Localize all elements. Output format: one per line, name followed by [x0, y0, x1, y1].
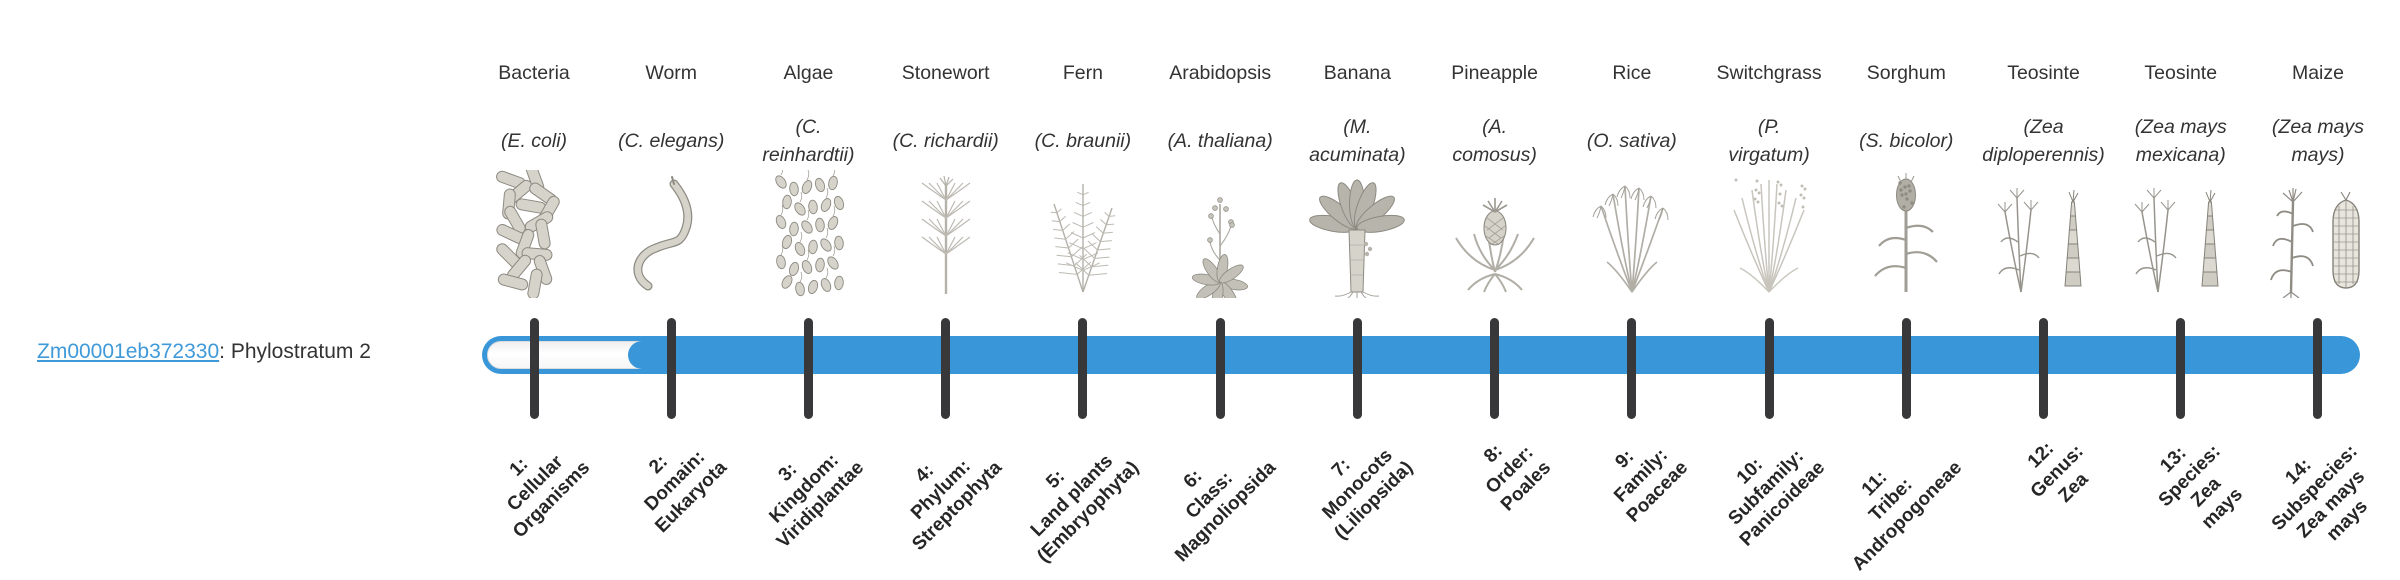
organism-common-name: Rice — [1612, 62, 1652, 84]
worm-organism-icon — [616, 170, 726, 298]
organism-scientific-name-line: (C. elegans) — [618, 130, 725, 152]
maize-organism-icon — [2263, 170, 2373, 298]
organism-scientific-name: (E. coli) — [439, 127, 629, 155]
organism-scientific-name: (P. virgatum) — [1674, 113, 1864, 169]
organism-common-name: Switchgrass — [1716, 62, 1822, 84]
phylostratum-label-7: 7: Monocots (Liliopsida) — [1298, 424, 1418, 544]
organism-scientific-name: (Zea mays mays) — [2223, 113, 2400, 169]
organism-common-name: Stonewort — [901, 62, 990, 84]
organism-scientific-name-line: (A. thaliana) — [1167, 130, 1273, 152]
organism-common-name: Teosinte — [2144, 62, 2218, 84]
gene-phylostratum-text: : Phylostratum 2 — [219, 340, 371, 363]
sorghum-organism-icon — [1851, 170, 1961, 298]
organism-scientific-name-line: mays) — [2291, 144, 2345, 166]
organism-common-name: Bacteria — [498, 62, 570, 84]
algae-organism-icon — [753, 170, 863, 298]
phylostratum-label-13: 13: Species: Zea mays — [2137, 424, 2257, 544]
phylostratum-tick-9 — [1627, 318, 1637, 419]
phylostratum-tick-6 — [1215, 318, 1225, 419]
phylostratum-label-11: 11: Tribe: Andropogoneae — [1815, 424, 1967, 576]
phylostratum-tick-10 — [1764, 318, 1774, 419]
organism-scientific-name: (O. sativa) — [1537, 127, 1727, 155]
phylostratum-tick-8 — [1490, 318, 1500, 419]
organism-common-name: Maize — [2291, 62, 2344, 84]
phylostratum-label-6: 6: Class: Magnoliopsida — [1138, 424, 1281, 567]
phylostratum-label-4: 4: Phylum: Streptophyta — [875, 424, 1007, 556]
organism-common-name: Arabidopsis — [1169, 62, 1272, 84]
organism-scientific-name-line: (P. — [1757, 116, 1781, 138]
gene-id-link[interactable]: Zm00001eb372330 — [37, 340, 220, 363]
pineapple-organism-icon — [1440, 170, 1550, 298]
phylostratum-tick-1 — [529, 318, 539, 419]
organism-scientific-name-line: acuminata) — [1309, 144, 1406, 166]
organism-scientific-name-line: diploperennis) — [1982, 144, 2105, 166]
phylostratum-label-10: 10: Subfamily: Panicoideae — [1703, 424, 1830, 551]
organism-scientific-name-line: comosus) — [1452, 144, 1537, 166]
bacteria-organism-icon — [479, 170, 589, 298]
teosinte-organism-icon — [2126, 170, 2236, 298]
organism-common-name: Fern — [1062, 62, 1103, 84]
gene-label: Zm00001eb372330: Phylostratum 2 — [37, 340, 371, 364]
organism-scientific-name-line: (A. — [1482, 116, 1508, 138]
organism-scientific-name: (Zea diploperennis) — [1949, 113, 2139, 169]
organism-common-name: Worm — [645, 62, 698, 84]
phylostratum-tick-7 — [1352, 318, 1362, 419]
phylostratum-label-line: Andropogoneae — [1848, 457, 1967, 576]
organism-scientific-name-line: (S. bicolor) — [1859, 130, 1954, 152]
organism-scientific-name-line: (C. richardii) — [892, 130, 999, 152]
organism-scientific-name-line: (O. sativa) — [1586, 130, 1677, 152]
organism-scientific-name-line: (C. — [795, 116, 822, 138]
stonewort-organism-icon — [891, 170, 1001, 298]
organism-common-name: Pineapple — [1451, 62, 1538, 84]
arabidopsis-organism-icon — [1165, 170, 1275, 298]
organism-common-name: Sorghum — [1866, 62, 1946, 84]
fern-organism-icon — [1028, 170, 1138, 298]
organism-scientific-name: (C. reinhardtii) — [713, 113, 903, 169]
organism-common-name: Algae — [783, 62, 834, 84]
phylostratum-label-2: 2: Domain: Eukaryota — [618, 424, 732, 538]
phylostratum-label-12: 12: Genus: Zea — [2009, 424, 2104, 519]
phylostratum-tick-11 — [1901, 318, 1911, 419]
organism-scientific-name-line: reinhardtii) — [762, 144, 855, 166]
unfilled-track — [487, 341, 656, 369]
organism-scientific-name: (A. thaliana) — [1125, 127, 1315, 155]
phylostratum-label-8: 8: Order: Poales — [1463, 424, 1555, 516]
organism-scientific-name-line: (E. coli) — [500, 130, 568, 152]
phylostratum-tick-5 — [1078, 318, 1088, 419]
organism-common-name: Banana — [1323, 62, 1391, 84]
phylostratum-tick-3 — [803, 318, 813, 419]
organism-scientific-name-line: (Zea mays — [2271, 116, 2365, 138]
organism-scientific-name-line: (Zea — [2023, 116, 2064, 138]
organism-scientific-name: (C. richardii) — [851, 127, 1041, 155]
organism-scientific-name-line: virgatum) — [1728, 144, 1810, 166]
phylostratum-label-9: 9: Family: Poaceae — [1589, 424, 1692, 527]
phylostratum-tick-14 — [2313, 318, 2323, 419]
organism-scientific-name-line: (C. braunii) — [1034, 130, 1132, 152]
banana-organism-icon — [1302, 170, 1412, 298]
organism-scientific-name-line: (M. — [1343, 116, 1372, 138]
organism-scientific-name: (C. braunii) — [988, 127, 1178, 155]
phylostratum-tick-13 — [2176, 318, 2186, 419]
organism-common-name: Teosinte — [2007, 62, 2080, 84]
organism-scientific-name-line: (Zea mays — [2134, 116, 2227, 138]
teosinte-organism-icon — [1989, 170, 2099, 298]
switchgrass-organism-icon — [1714, 170, 1824, 298]
organism-scientific-name: (M. acuminata) — [1262, 113, 1452, 169]
organism-scientific-name: (A. comosus) — [1400, 113, 1590, 169]
phylostratum-label-1: 1: Cellular Organisms — [476, 424, 595, 543]
organism-scientific-name: (Zea mays mexicana) — [2086, 113, 2276, 169]
phylostratum-tick-2 — [666, 318, 676, 419]
organism-scientific-name: (S. bicolor) — [1811, 127, 2001, 155]
phylostratum-label-3: 3: Kingdom: Viridiplantae — [740, 424, 869, 553]
phylostratum-tick-4 — [941, 318, 951, 419]
phylostratum-tick-12 — [2039, 318, 2049, 419]
phylostratum-label-14: 14: Subspecies: Zea mays mays — [2251, 424, 2395, 568]
organism-scientific-name-line: mexicana) — [2135, 144, 2226, 166]
phylostratum-label-5: 5: Land plants (Embryophyta) — [1000, 424, 1144, 568]
rice-organism-icon — [1577, 170, 1687, 298]
organism-scientific-name: (C. elegans) — [576, 127, 766, 155]
